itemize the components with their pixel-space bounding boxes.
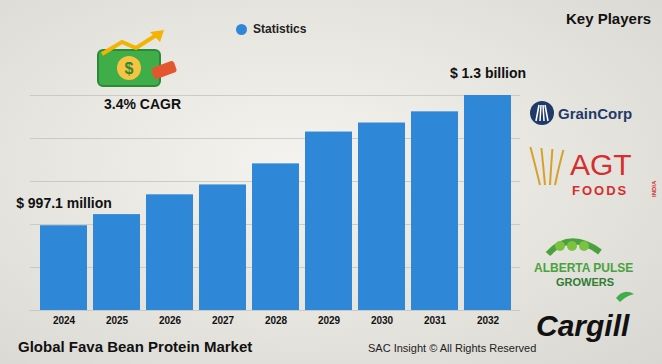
svg-text:2025: 2025 [106,315,129,326]
svg-text:2030: 2030 [371,315,394,326]
svg-text:2031: 2031 [424,315,447,326]
svg-text:ALBERTA PULSE: ALBERTA PULSE [534,261,633,275]
svg-text:2032: 2032 [477,315,500,326]
svg-text:2027: 2027 [212,315,235,326]
html-text:Key Players: Key Players [566,10,652,27]
html-text:SAC Insight © All Rights Reser: SAC Insight © All Rights Reserved [368,342,537,354]
svg-text:GROWERS: GROWERS [556,276,614,288]
svg-text:INDIA: INDIA [651,180,657,197]
svg-text:$ 1.3 billion: $ 1.3 billion [450,65,526,81]
svg-text:2026: 2026 [159,315,182,326]
html-text:Global Fava Bean Protein Marke: Global Fava Bean Protein Market [18,338,253,355]
svg-text:GrainCorp: GrainCorp [558,105,632,122]
svg-text:AGT: AGT [570,148,632,181]
svg-text:$: $ [125,60,134,77]
svg-text:FOODS: FOODS [572,183,628,198]
svg-text:2028: 2028 [265,315,288,326]
svg-text:2029: 2029 [318,315,341,326]
svg-text:$ 997.1 million: $ 997.1 million [16,195,112,211]
svg-text:2024: 2024 [53,315,76,326]
svg-text:Cargill: Cargill [536,309,630,342]
html-text:Statistics: Statistics [253,22,307,36]
html-text:3.4% CAGR: 3.4% CAGR [104,96,181,112]
